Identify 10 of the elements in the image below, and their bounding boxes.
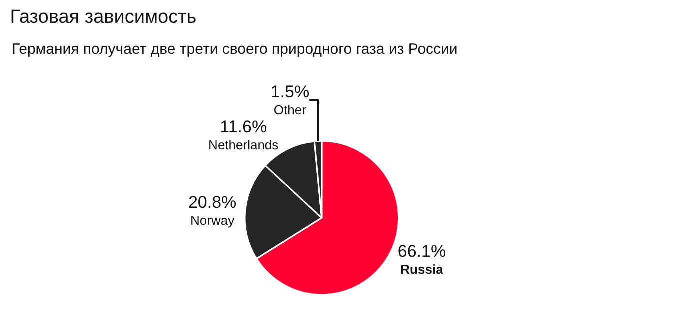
slice-label: Norway — [190, 213, 236, 228]
slice-label: Netherlands — [208, 138, 280, 153]
chart-title: Газовая зависимость — [10, 6, 197, 28]
slice-label: Russia — [400, 262, 444, 277]
data-label: 20.8% — [188, 193, 237, 212]
slice-label: Other — [274, 102, 308, 118]
chart-subtitle: Германия получает две трети своего природного газа из России — [12, 41, 458, 58]
data-label: 1.5% — [270, 82, 310, 102]
data-label: 11.6% — [220, 118, 268, 137]
data-label: 66.1% — [398, 242, 446, 261]
